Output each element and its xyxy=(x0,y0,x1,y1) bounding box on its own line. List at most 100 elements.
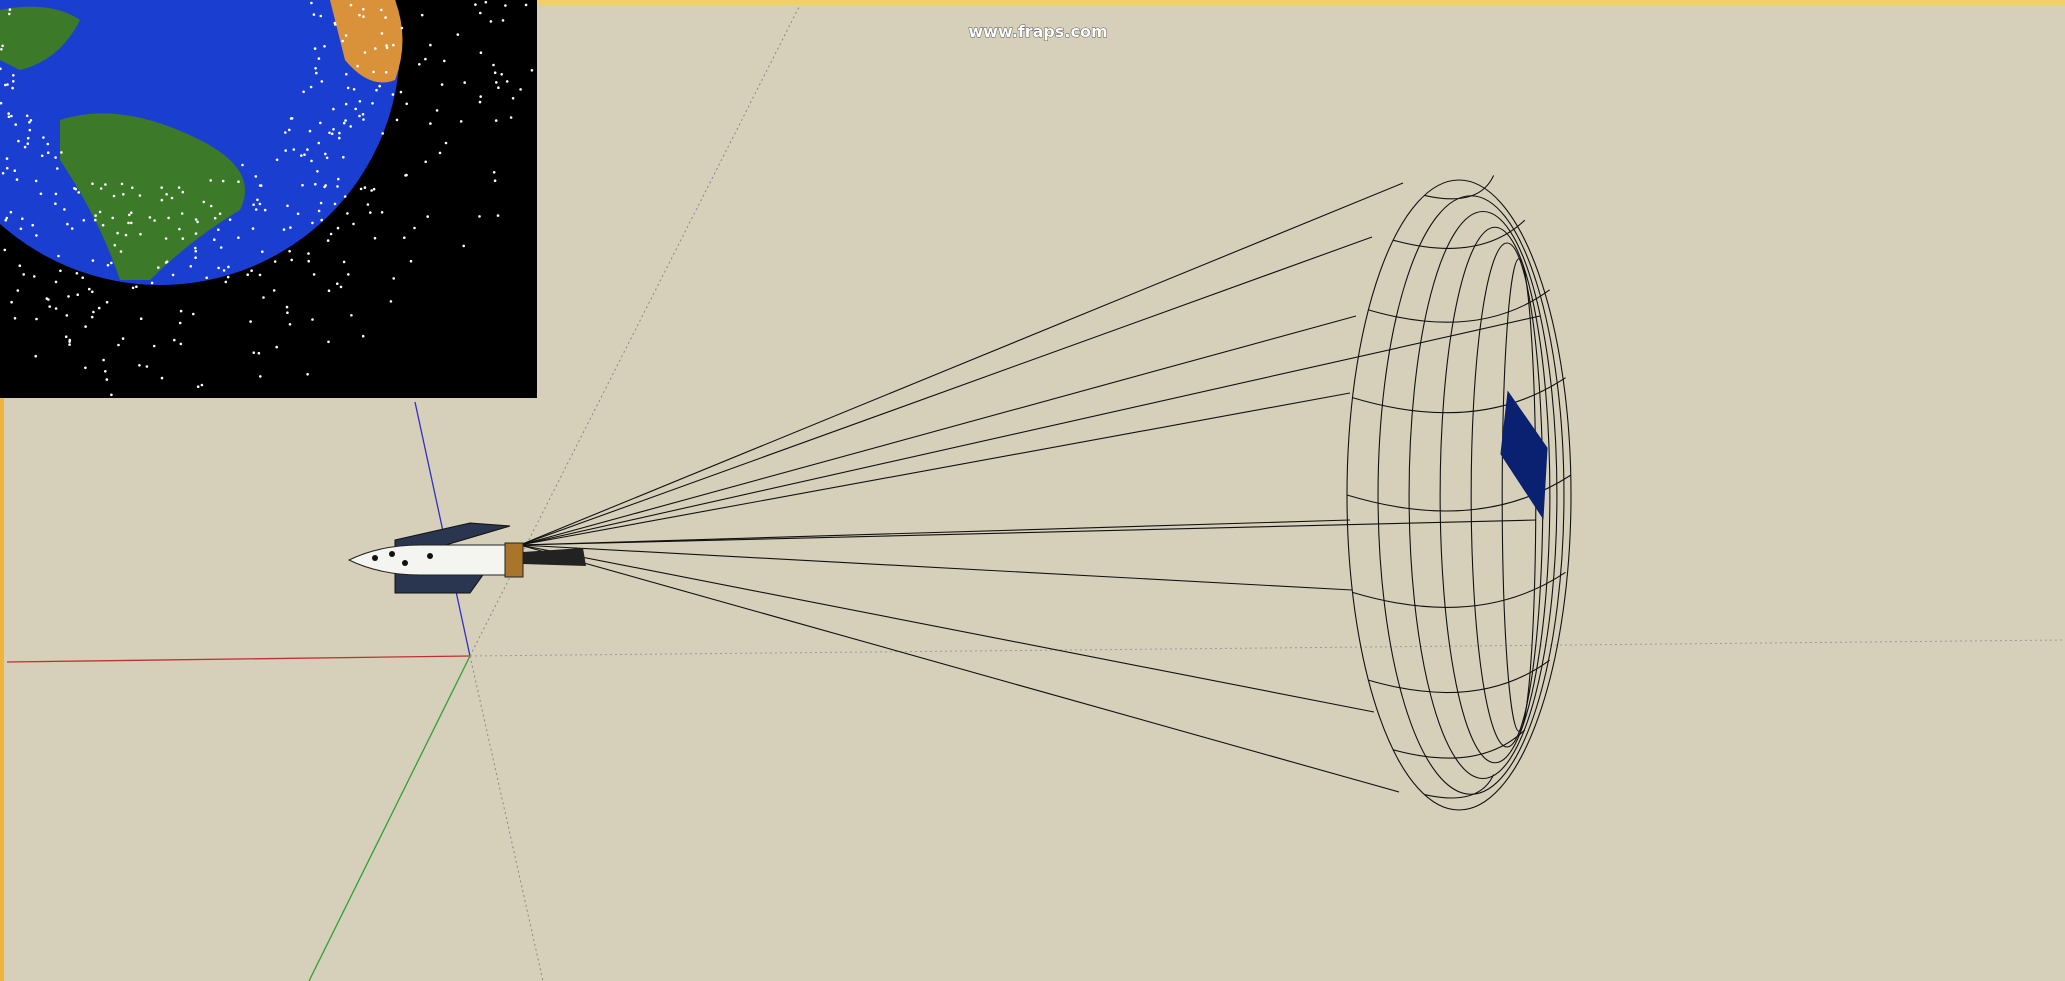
debris-dot xyxy=(102,359,105,362)
debris-dot xyxy=(301,184,304,187)
debris-dot xyxy=(223,269,226,272)
debris-dot xyxy=(48,305,51,308)
debris-dot xyxy=(35,234,38,237)
debris-dot xyxy=(372,71,375,74)
debris-dot xyxy=(57,255,60,258)
debris-dot xyxy=(462,245,465,248)
debris-dot xyxy=(318,142,321,145)
debris-dot xyxy=(439,152,442,155)
debris-dot xyxy=(320,219,323,222)
debris-dot xyxy=(178,228,181,231)
debris-dot xyxy=(310,86,313,89)
debris-dot xyxy=(369,211,372,214)
debris-dot xyxy=(362,118,365,121)
debris-dot xyxy=(47,143,50,146)
debris-dot xyxy=(104,183,107,186)
debris-dot xyxy=(30,119,33,122)
debris-dot xyxy=(326,157,329,160)
debris-dot xyxy=(497,214,500,217)
debris-dot xyxy=(392,93,395,96)
debris-dot xyxy=(7,112,10,115)
debris-dot xyxy=(227,266,230,269)
debris-dot xyxy=(289,226,292,229)
debris-dot xyxy=(315,72,318,75)
debris-dot xyxy=(286,205,289,208)
debris-dot xyxy=(33,275,36,278)
debris-dot xyxy=(91,291,94,294)
window-border-top xyxy=(537,0,2065,5)
debris-dot xyxy=(17,289,20,292)
debris-dot xyxy=(16,178,19,181)
debris-dot xyxy=(337,178,340,181)
debris-dot xyxy=(273,289,276,292)
debris-dot xyxy=(66,223,69,226)
debris-dot xyxy=(418,63,421,66)
debris-dot xyxy=(219,212,222,215)
debris-dot xyxy=(284,149,287,152)
debris-dot xyxy=(323,45,326,48)
debris-dot xyxy=(290,259,293,262)
debris-dot xyxy=(65,335,68,338)
debris-dot xyxy=(403,236,406,239)
debris-dot xyxy=(293,148,296,151)
debris-dot xyxy=(6,157,9,160)
debris-dot xyxy=(71,227,74,230)
debris-dot xyxy=(222,180,225,183)
debris-dot xyxy=(171,197,174,200)
debris-dot xyxy=(192,313,195,316)
debris-dot xyxy=(321,80,324,83)
debris-dot xyxy=(494,179,497,182)
debris-dot xyxy=(345,34,348,37)
debris-dot xyxy=(362,15,365,18)
debris-dot xyxy=(22,273,25,276)
debris-dot xyxy=(327,239,330,242)
debris-dot xyxy=(9,8,12,11)
debris-dot xyxy=(40,193,43,196)
debris-dot xyxy=(314,47,317,50)
debris-dot xyxy=(323,186,326,189)
debris-dot xyxy=(332,108,335,111)
debris-dot xyxy=(0,48,3,51)
debris-dot xyxy=(405,103,408,106)
debris-dot xyxy=(490,20,493,23)
debris-dot xyxy=(390,300,393,303)
debris-dot xyxy=(114,244,117,247)
debris-dot xyxy=(47,151,50,154)
debris-dot xyxy=(480,51,483,54)
debris-dot xyxy=(132,287,135,290)
debris-dot xyxy=(362,335,365,338)
debris-dot xyxy=(506,80,509,83)
debris-dot xyxy=(91,182,94,185)
debris-dot xyxy=(107,264,110,267)
debris-dot xyxy=(327,341,330,344)
debris-dot xyxy=(106,301,109,304)
debris-dot xyxy=(20,228,23,231)
debris-dot xyxy=(297,213,300,216)
debris-dot xyxy=(479,101,482,104)
debris-dot xyxy=(197,385,200,388)
debris-dot xyxy=(500,73,503,76)
debris-dot xyxy=(182,237,185,240)
debris-dot xyxy=(34,355,37,358)
debris-dot xyxy=(344,195,347,198)
debris-dot xyxy=(125,234,128,237)
debris-dot xyxy=(302,91,305,94)
debris-dot xyxy=(374,47,377,50)
debris-dot xyxy=(106,378,109,381)
debris-dot xyxy=(336,282,339,285)
earth-inset xyxy=(0,0,537,398)
debris-dot xyxy=(195,250,198,253)
debris-dot xyxy=(27,137,30,140)
debris-dot xyxy=(67,295,70,298)
debris-dot xyxy=(241,164,244,167)
debris-dot xyxy=(353,88,356,91)
debris-dot xyxy=(381,211,384,214)
debris-dot xyxy=(102,224,105,227)
debris-dot xyxy=(210,205,213,208)
debris-dot xyxy=(380,9,383,12)
debris-dot xyxy=(349,125,352,128)
debris-dot xyxy=(336,185,339,188)
debris-dot xyxy=(283,228,286,231)
debris-dot xyxy=(138,364,141,367)
debris-dot xyxy=(306,148,309,151)
